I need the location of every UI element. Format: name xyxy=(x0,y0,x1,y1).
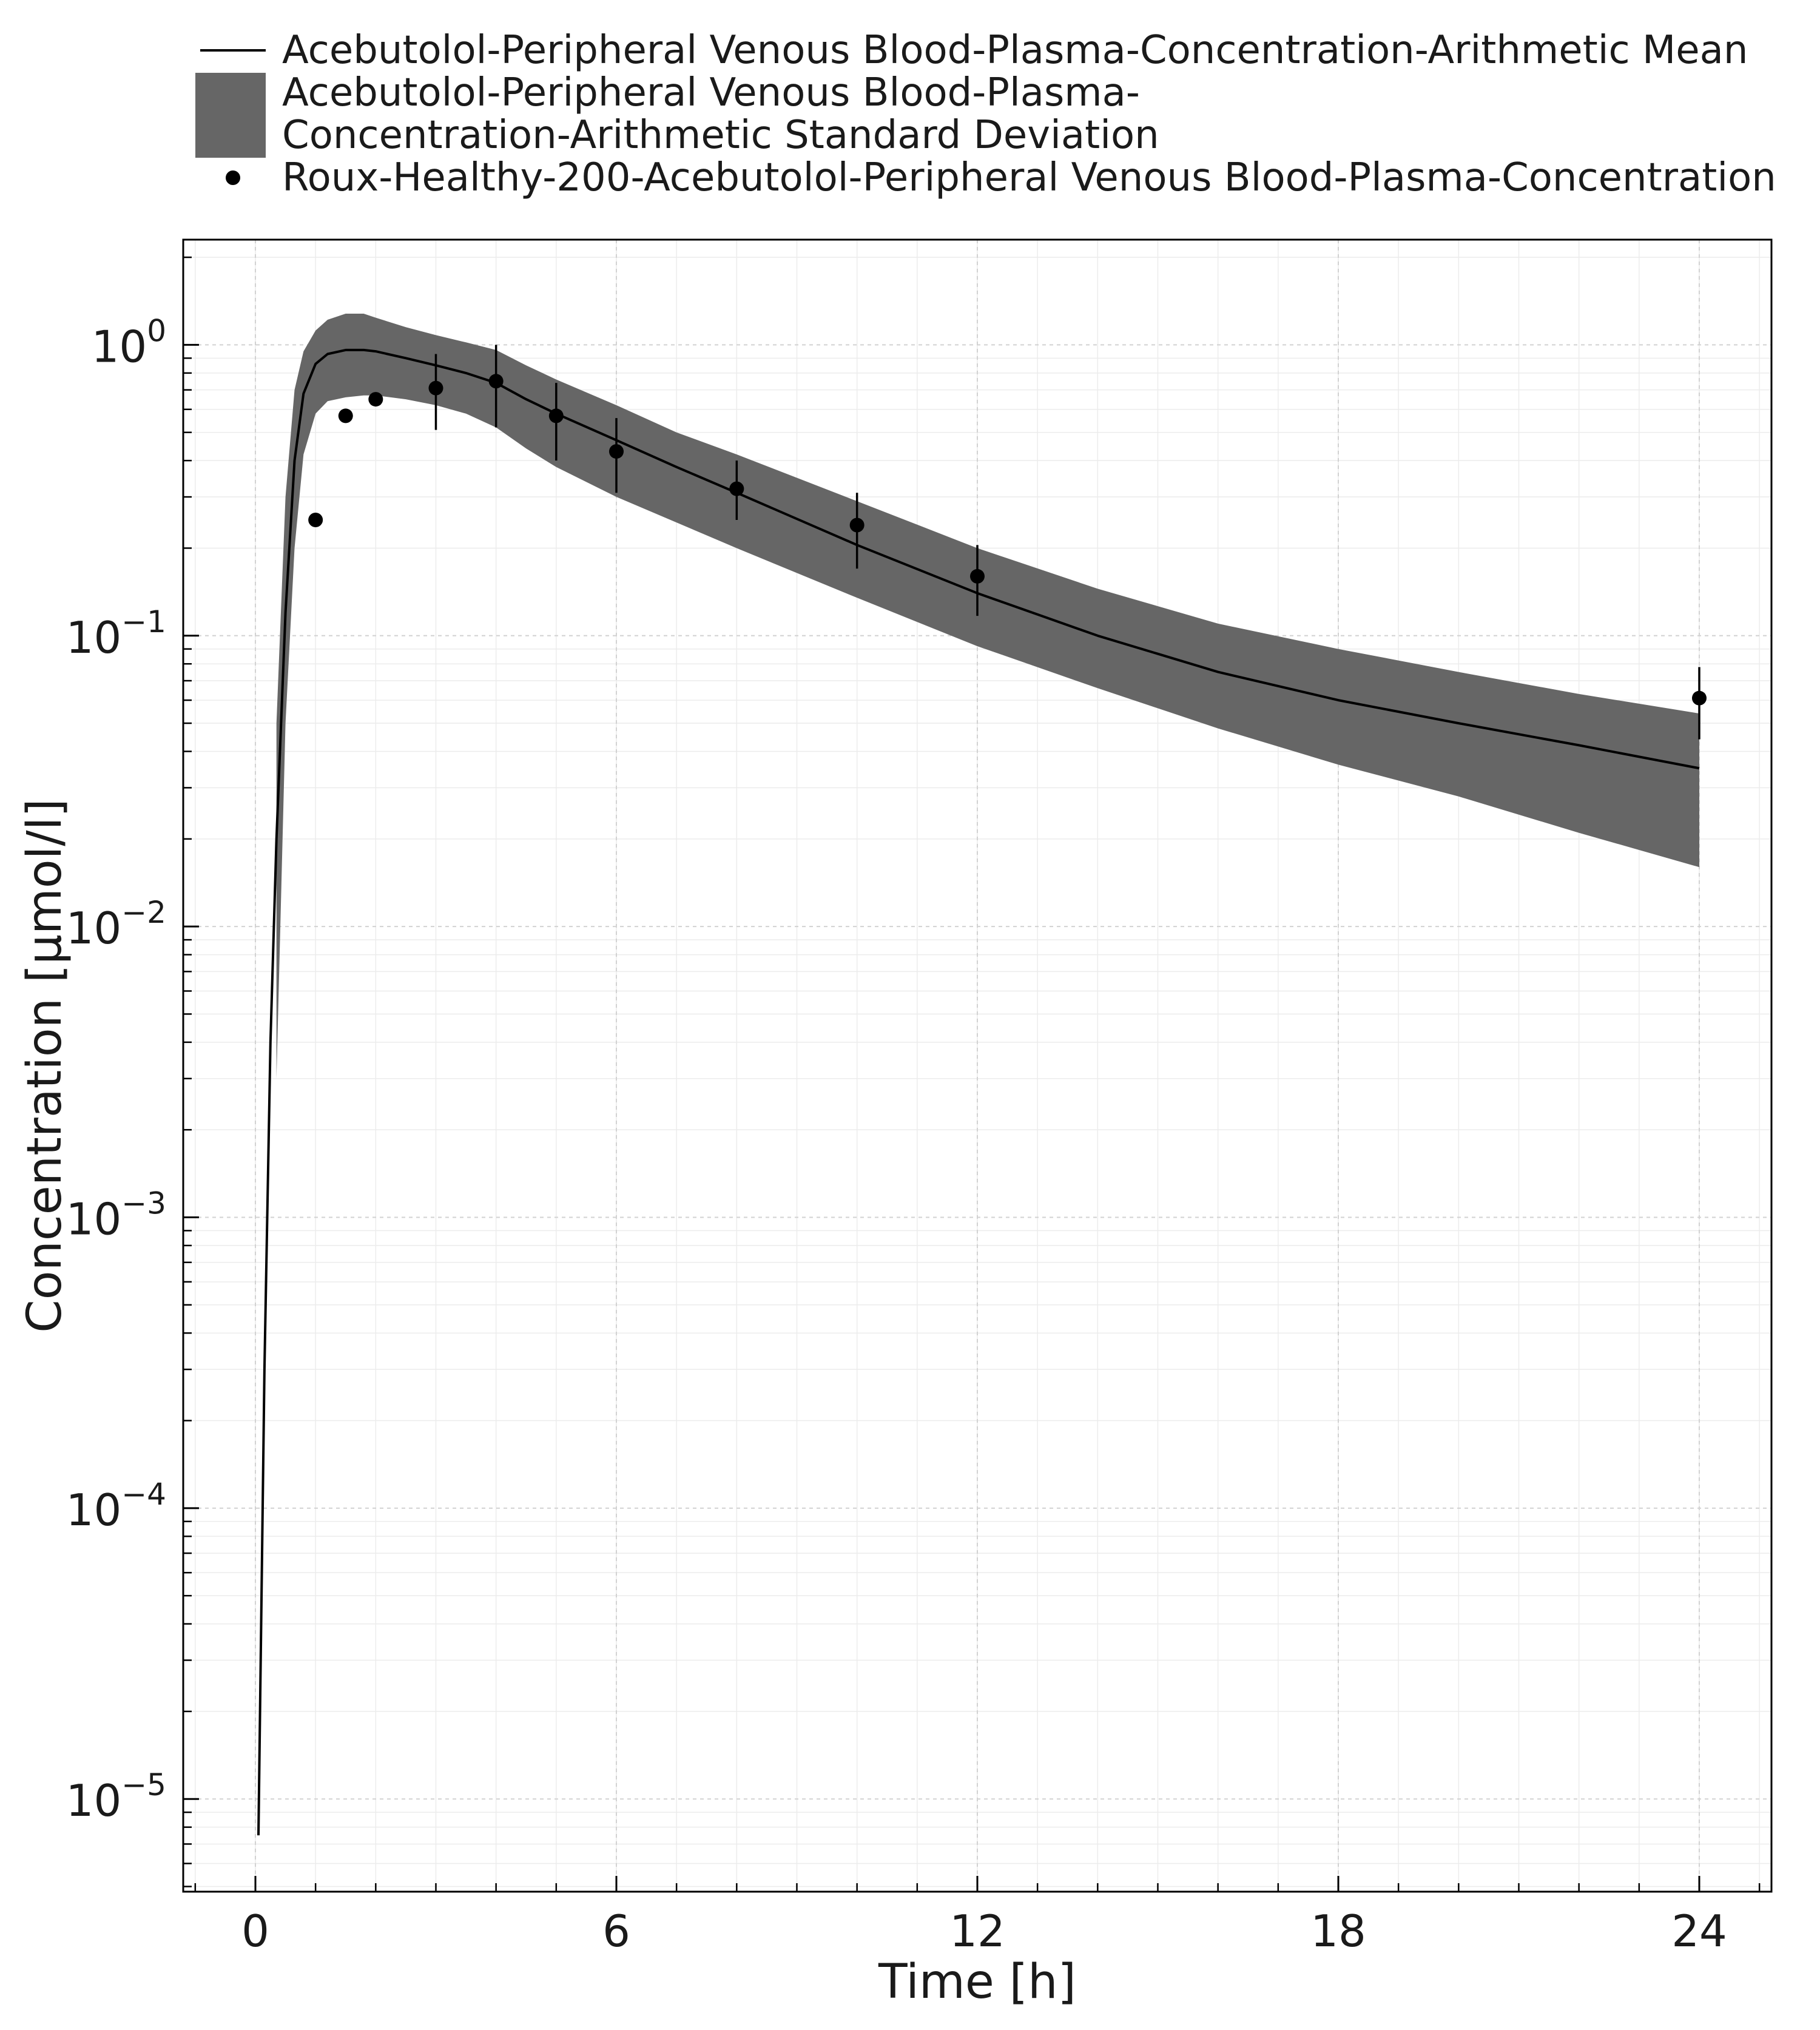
data-point xyxy=(970,568,985,584)
sd-band xyxy=(276,314,1700,1079)
x-tick-label: 24 xyxy=(1671,1906,1727,1957)
data-point xyxy=(338,408,353,423)
data-point xyxy=(428,380,443,396)
legend: Acebutolol-Peripheral Venous Blood-Plasm… xyxy=(195,28,1776,200)
data-point xyxy=(1692,690,1707,706)
data-point xyxy=(609,444,624,459)
x-tick-label: 0 xyxy=(241,1906,269,1957)
y-tick-label: 100 xyxy=(92,313,166,372)
plot-area xyxy=(257,314,1707,1836)
mean-line xyxy=(257,348,1700,1836)
data-point xyxy=(308,513,323,528)
data-point xyxy=(368,392,383,407)
y-axis-label: Concentration [µmol/l] xyxy=(18,798,72,1332)
x-tick-label: 6 xyxy=(602,1906,630,1957)
legend-label: Acebutolol-Peripheral Venous Blood-Plasm… xyxy=(282,70,1159,158)
data-point xyxy=(548,408,564,423)
data-point xyxy=(729,481,744,496)
x-tick-label: 18 xyxy=(1310,1906,1366,1957)
legend-label: Acebutolol-Peripheral Venous Blood-Plasm… xyxy=(282,28,1748,73)
major-grid xyxy=(183,240,1771,1892)
legend-marker-swatch xyxy=(226,170,240,185)
data-point xyxy=(488,374,504,389)
y-tick-label: 10−3 xyxy=(66,1185,166,1244)
data-point xyxy=(849,518,864,533)
y-tick-label: 10−5 xyxy=(66,1767,166,1826)
y-tick-label: 10−2 xyxy=(66,895,166,954)
legend-band-swatch xyxy=(195,73,266,158)
y-tick-label: 10−4 xyxy=(66,1477,166,1536)
axis-ticks: 0 6 12 18 24 10−5 10−4 10−3 10−2 10−1 100 xyxy=(66,256,1761,1957)
x-tick-label: 12 xyxy=(949,1906,1005,1957)
y-tick-label: 10−1 xyxy=(66,604,166,663)
x-axis-label: Time [h] xyxy=(878,1955,1076,2009)
legend-label: Roux-Healthy-200-Acebutolol-Peripheral V… xyxy=(282,155,1776,200)
